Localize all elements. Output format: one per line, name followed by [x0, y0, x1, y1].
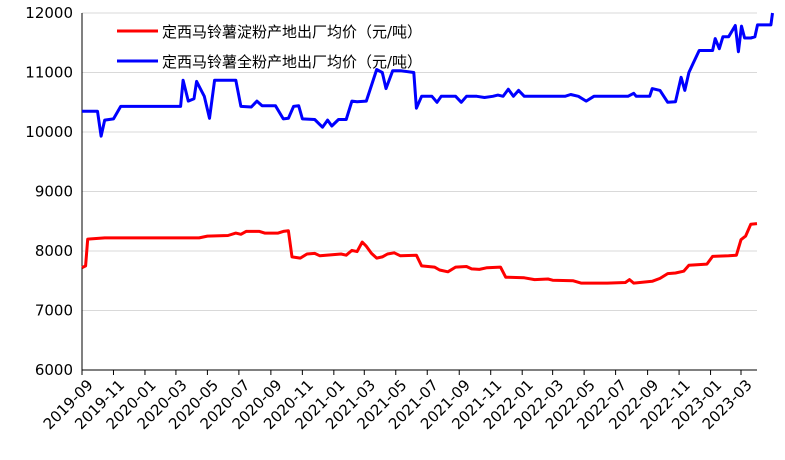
y-tick-label: 8000	[35, 242, 73, 260]
legend: 定西马铃薯淀粉产地出厂均价（元/吨） 定西马铃薯全粉产地出厂均价（元/吨）	[117, 23, 422, 71]
y-tick-label: 6000	[35, 361, 73, 379]
series-line-flour	[82, 12, 774, 138]
y-tick-label: 12000	[25, 4, 73, 22]
legend-label-flour: 定西马铃薯全粉产地出厂均价（元/吨）	[162, 53, 422, 71]
series-lines	[81, 12, 774, 285]
axes	[81, 13, 757, 371]
y-tick-label: 7000	[35, 302, 73, 320]
y-tick-label: 10000	[25, 123, 73, 141]
legend-label-starch: 定西马铃薯淀粉产地出厂均价（元/吨）	[162, 23, 422, 41]
y-axis-ticks: 6000 7000 8000 9000 10000 11000 12000	[25, 4, 73, 379]
gridlines	[82, 12, 757, 311]
y-tick-label: 11000	[25, 64, 73, 82]
y-tick-label: 9000	[35, 183, 73, 201]
x-axis-ticks: 2019-092019-112020-012020-032020-052020-…	[40, 370, 756, 433]
series-line-starch	[81, 222, 758, 285]
